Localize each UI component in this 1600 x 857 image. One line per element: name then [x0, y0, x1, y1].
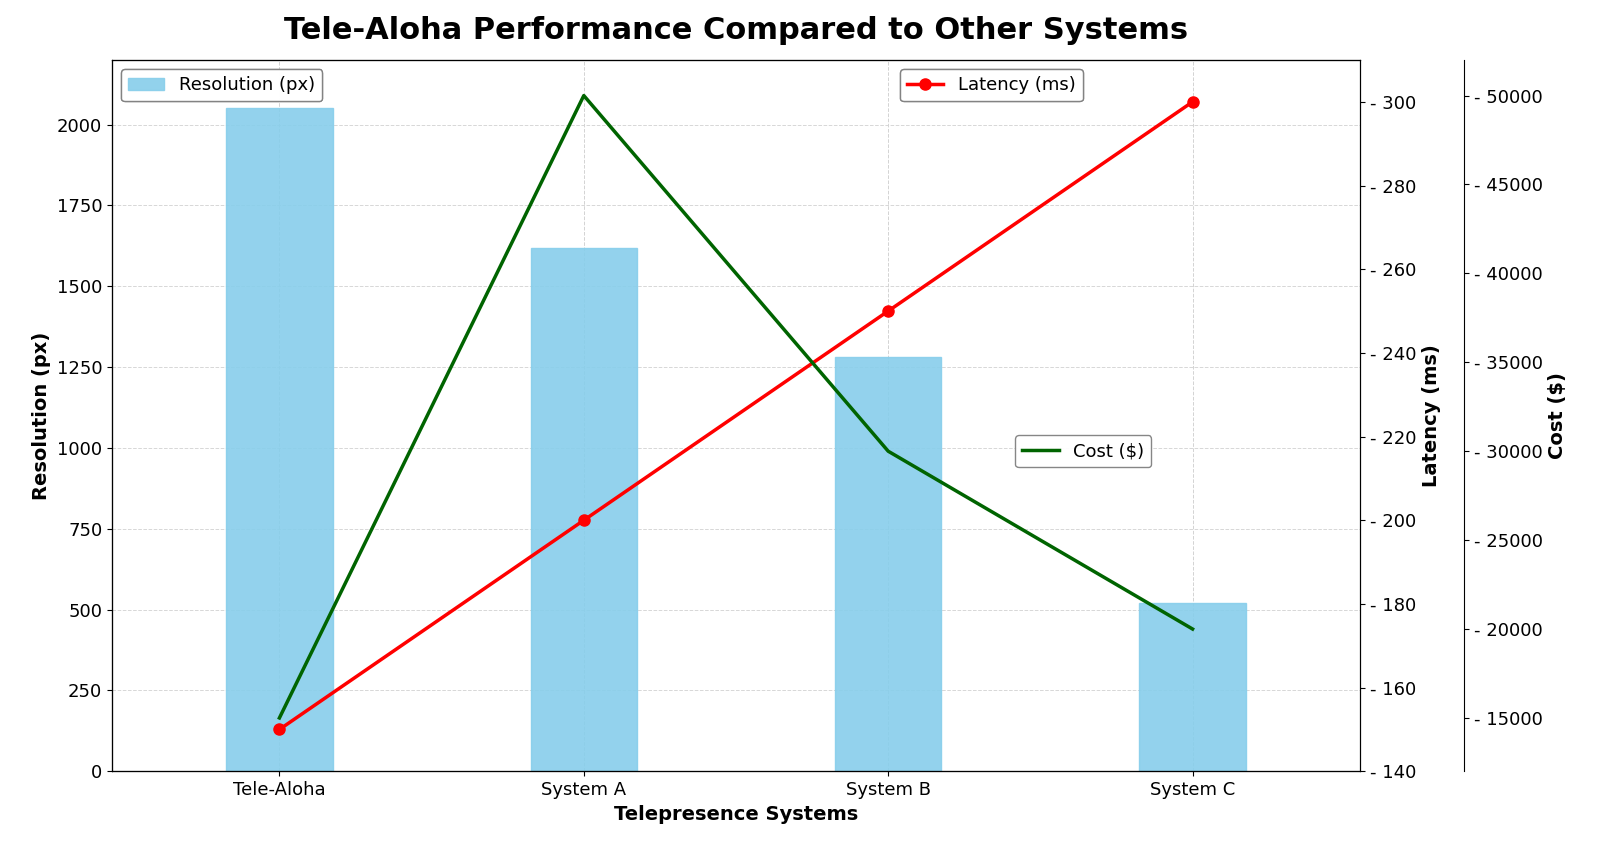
Legend: Resolution (px): Resolution (px) — [122, 69, 322, 101]
Bar — [226, 109, 333, 771]
Cost ($) — [878, 446, 898, 456]
Cost ($) — [270, 713, 290, 723]
Y-axis label: Cost ($): Cost ($) — [1549, 372, 1568, 459]
Latency (ms) — [878, 306, 898, 316]
Bar — [1139, 603, 1246, 771]
Latency (ms) — [270, 724, 290, 734]
Latency (ms) — [1182, 97, 1202, 107]
Y-axis label: Latency (ms): Latency (ms) — [1422, 345, 1440, 487]
Latency (ms) — [574, 515, 594, 525]
Bar — [531, 248, 637, 771]
Cost ($) — [1182, 624, 1202, 634]
Y-axis label: Resolution (px): Resolution (px) — [32, 332, 51, 500]
Cost ($) — [574, 90, 594, 100]
Legend: Latency (ms): Latency (ms) — [899, 69, 1083, 101]
Line: Latency (ms): Latency (ms) — [274, 96, 1198, 735]
Legend: Cost ($): Cost ($) — [1014, 435, 1152, 467]
Title: Tele-Aloha Performance Compared to Other Systems: Tele-Aloha Performance Compared to Other… — [283, 16, 1189, 45]
X-axis label: Telepresence Systems: Telepresence Systems — [614, 805, 858, 824]
Line: Cost ($): Cost ($) — [280, 95, 1192, 718]
Bar — [835, 357, 941, 771]
